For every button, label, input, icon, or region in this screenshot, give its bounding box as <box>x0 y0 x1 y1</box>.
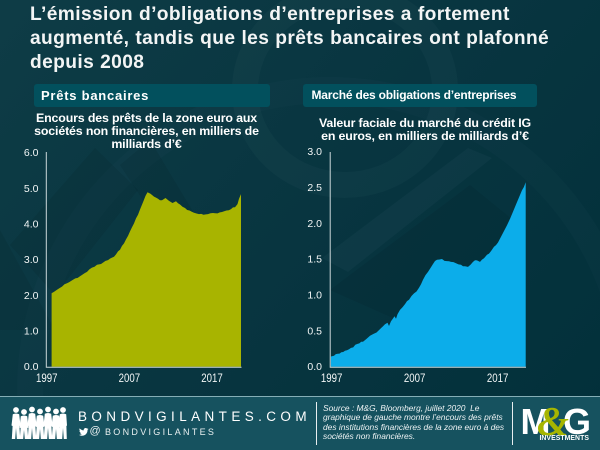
svg-text:1.0: 1.0 <box>24 326 39 338</box>
svg-text:1997: 1997 <box>321 371 343 385</box>
svg-text:1.0: 1.0 <box>307 290 322 302</box>
svg-text:2.0: 2.0 <box>24 290 39 302</box>
svg-text:1.5: 1.5 <box>307 254 322 266</box>
svg-text:2017: 2017 <box>201 371 223 385</box>
svg-text:2017: 2017 <box>487 371 509 385</box>
svg-text:3.0: 3.0 <box>307 146 322 158</box>
svg-text:1997: 1997 <box>36 371 58 385</box>
svg-text:6.0: 6.0 <box>24 147 39 159</box>
svg-text:5.0: 5.0 <box>24 183 39 195</box>
svg-text:2007: 2007 <box>404 371 426 385</box>
svg-text:3.0: 3.0 <box>24 254 39 266</box>
svg-text:2.0: 2.0 <box>307 218 322 230</box>
svg-text:0.0: 0.0 <box>24 361 39 373</box>
svg-text:4.0: 4.0 <box>24 219 39 231</box>
svg-text:2.5: 2.5 <box>307 182 322 194</box>
svg-text:0.0: 0.0 <box>307 361 322 373</box>
svg-text:2007: 2007 <box>119 371 141 385</box>
svg-text:0.5: 0.5 <box>307 325 322 337</box>
